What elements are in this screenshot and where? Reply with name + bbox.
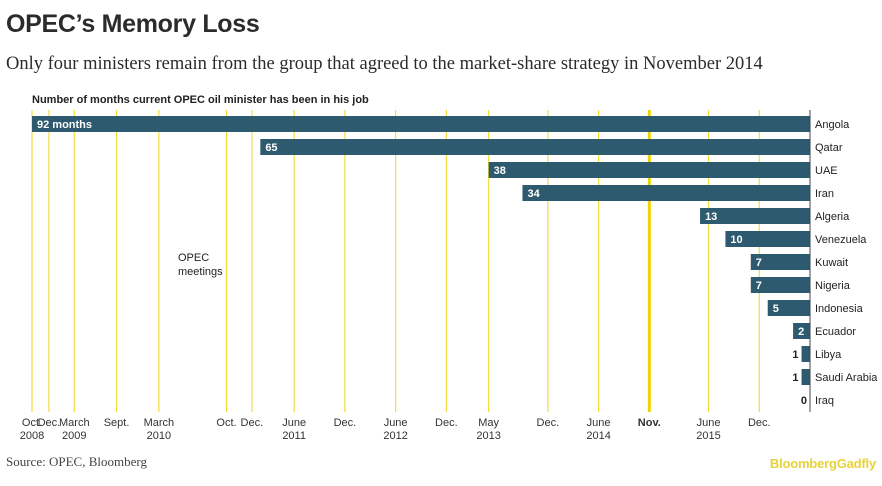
bar-value-label: 7 bbox=[756, 280, 762, 292]
category-label: Kuwait bbox=[815, 257, 848, 269]
x-tick-label: Dec. bbox=[38, 417, 61, 429]
bar-iran bbox=[522, 185, 810, 201]
x-tick-label: Dec. bbox=[241, 417, 264, 429]
x-tick-label: Sept. bbox=[104, 417, 130, 429]
category-label: UAE bbox=[815, 165, 838, 177]
x-tick-label: May 2013 bbox=[476, 417, 500, 442]
x-tick-label: Oct. 2008 bbox=[20, 417, 44, 442]
chart-subtitle: Only four ministers remain from the grou… bbox=[6, 54, 763, 74]
bar-kuwait bbox=[750, 254, 810, 270]
x-tick-label: June 2014 bbox=[586, 417, 610, 442]
category-label: Venezuela bbox=[815, 234, 867, 246]
brand-logo: BloombergGadfly bbox=[769, 456, 876, 471]
bar-ecuador bbox=[793, 323, 810, 339]
category-label: Qatar bbox=[815, 142, 843, 154]
category-label: Libya bbox=[815, 349, 842, 361]
meetings-annotation-line: OPEC bbox=[178, 252, 209, 264]
x-tick-label: June 2011 bbox=[282, 417, 306, 442]
bar-value-label: 38 bbox=[494, 165, 506, 177]
bar-venezuela bbox=[725, 231, 810, 247]
category-label: Saudi Arabia bbox=[815, 372, 878, 384]
category-label: Angola bbox=[815, 119, 850, 131]
bar-libya bbox=[801, 346, 810, 362]
chart-title: OPEC’s Memory Loss bbox=[6, 10, 260, 38]
bar-value-label: 0 bbox=[801, 395, 807, 407]
x-tick-label: Dec. bbox=[537, 417, 560, 429]
bar-uae bbox=[488, 162, 810, 178]
x-tick-label: Nov. bbox=[638, 417, 661, 429]
x-tick-label: June 2015 bbox=[696, 417, 720, 442]
bar-value-label: 10 bbox=[730, 234, 742, 246]
bar-value-label: 7 bbox=[756, 257, 762, 269]
bar-value-label: 1 bbox=[792, 349, 798, 361]
bar-value-label: 2 bbox=[798, 326, 804, 338]
bar-value-label: 5 bbox=[773, 303, 779, 315]
category-label: Ecuador bbox=[815, 326, 856, 338]
category-label: Algeria bbox=[815, 211, 850, 223]
category-label: Iraq bbox=[815, 395, 834, 407]
bar-value-label: 65 bbox=[265, 142, 277, 154]
bar-chart: Number of months current OPEC oil minist… bbox=[20, 94, 879, 442]
category-label: Indonesia bbox=[815, 303, 864, 315]
x-tick-label: Dec. bbox=[334, 417, 357, 429]
bar-qatar bbox=[260, 139, 811, 155]
x-tick-label: Oct. bbox=[216, 417, 236, 429]
bar-saudi-arabia bbox=[801, 369, 810, 385]
meetings-annotation: OPEC meetings bbox=[178, 252, 223, 278]
bar-nigeria bbox=[750, 277, 810, 293]
bar-value-label: 34 bbox=[527, 188, 540, 200]
x-tick-label: March 2010 bbox=[144, 417, 175, 442]
x-tick-label: Dec. bbox=[748, 417, 771, 429]
chart-axis-title: Number of months current OPEC oil minist… bbox=[32, 94, 369, 106]
category-label: Nigeria bbox=[815, 280, 851, 292]
category-label: Iran bbox=[815, 188, 834, 200]
bar-value-label: 1 bbox=[792, 372, 798, 384]
bar-value-label: 92 months bbox=[37, 119, 92, 131]
bar-value-label: 13 bbox=[705, 211, 717, 223]
bar-algeria bbox=[700, 208, 810, 224]
source-note: Source: OPEC, Bloomberg bbox=[6, 454, 147, 469]
x-tick-label: June 2012 bbox=[383, 417, 407, 442]
x-tick-label: March 2009 bbox=[59, 417, 90, 442]
meetings-annotation-line: meetings bbox=[178, 266, 223, 278]
bar-indonesia bbox=[767, 300, 810, 316]
bar-angola bbox=[32, 116, 810, 132]
x-tick-label: Dec. bbox=[435, 417, 458, 429]
